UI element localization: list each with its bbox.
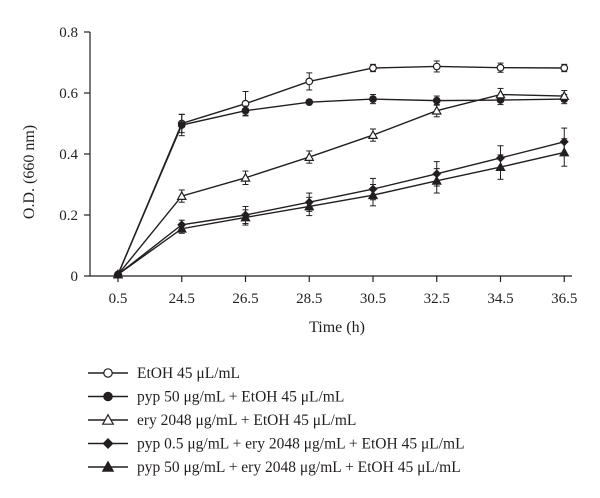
legend-item: EtOH 45 μL/mL [88,365,240,382]
circle-open-marker [369,64,377,72]
x-tick-label: 28.5 [296,291,322,307]
triangle-filled-marker [101,460,115,472]
triangle-open-marker [176,190,187,200]
x-tick-label: 32.5 [424,291,450,307]
triangle-open-marker [101,413,115,425]
x-tick-label: 30.5 [360,291,386,307]
series-3 [112,87,570,279]
circle-filled-marker [177,121,186,129]
series-line [117,93,565,275]
triangle-open-marker [431,105,442,115]
legend-label: pyp 0.5 μg/mL + ery 2048 μg/mL + EtOH 45… [137,436,465,453]
series-4 [113,127,569,279]
legend-item: ery 2048 μg/mL + EtOH 45 μL/mL [88,412,356,429]
triangle-open-marker [240,172,251,182]
triangle-filled-marker [112,269,124,279]
circle-open-marker [305,77,314,86]
x-tick-label: 36.5 [551,291,577,307]
triangle-filled-marker [495,161,506,172]
legend-item: pyp 50 μg/mL + ery 2048 μg/mL + EtOH 45 … [88,459,461,476]
x-tick-label: 34.5 [487,291,513,307]
series-layer [112,60,570,279]
circle-open-marker [560,64,569,72]
triangle-filled-marker [176,223,187,233]
x-axis-title: Time (h) [309,319,365,336]
series-line [117,141,565,276]
y-axis-title: O.D. (660 nm) [21,125,38,219]
legend-label: ery 2048 μg/mL + EtOH 45 μL/mL [137,412,356,429]
y-tick-label: 0.4 [59,147,78,163]
y-tick-label: 0.2 [59,208,78,224]
circle-filled-marker [103,391,113,402]
circle-open-marker [103,368,113,378]
series-5 [112,138,570,279]
circle-filled-marker [432,96,441,105]
legend-label: pyp 50 μg/mL + ery 2048 μg/mL + EtOH 45 … [137,459,461,476]
circle-filled-marker [369,95,377,103]
legend-label: pyp 50 μg/mL + EtOH 45 μL/mL [137,389,344,406]
series-line [117,98,565,275]
legend-item: pyp 0.5 μg/mL + ery 2048 μg/mL + EtOH 45… [88,436,465,453]
triangle-filled-marker [431,175,442,185]
triangle-open-marker [495,89,506,99]
triangle-filled-marker [559,147,570,157]
y-tick-label: 0.6 [59,86,78,102]
x-tick-label: 24.5 [169,291,195,307]
circle-open-marker [496,63,505,72]
triangle-filled-marker [240,212,251,222]
series-line [117,65,565,275]
triangle-open-marker [367,129,379,139]
legend: EtOH 45 μL/mL pyp 50 μg/mL + EtOH 45 μL/m… [88,365,465,476]
circle-filled-marker [305,98,314,107]
circle-filled-marker [241,106,250,115]
legend-label: EtOH 45 μL/mL [137,365,240,382]
x-tick-label: 26.5 [232,291,258,307]
y-tick-label: 0.8 [59,25,78,41]
triangle-open-marker [304,151,315,161]
legend-item: pyp 50 μg/mL + EtOH 45 μL/mL [88,389,344,406]
circle-open-marker [432,62,441,71]
y-tick-label: 0 [71,269,79,285]
diamond-filled-marker [102,438,114,449]
axes: 0 0.2 0.4 0.6 0.8 0.5 24.5 26.5 28.5 30.5 32.5 34.5… [59,25,577,307]
x-tick-label: 0.5 [109,291,128,307]
series-2 [114,94,569,279]
series-line [117,151,565,276]
triangle-filled-marker [367,189,379,200]
triangle-filled-marker [304,201,315,211]
triangle-open-marker [559,90,570,100]
